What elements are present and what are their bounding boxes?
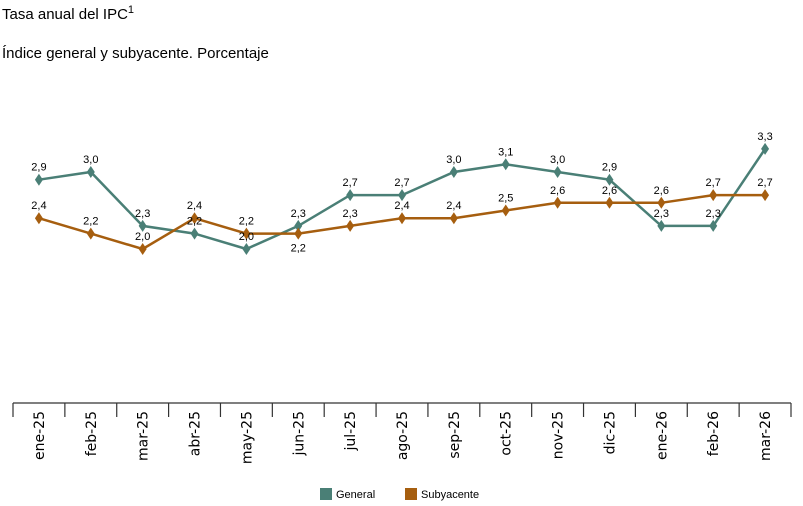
data-label-general: 2,9 — [31, 162, 46, 174]
data-label-subyacente: 2,6 — [550, 185, 565, 197]
data-label-subyacente: 2,4 — [446, 200, 461, 212]
data-label-subyacente: 2,7 — [706, 177, 721, 189]
data-point-subyacente — [501, 204, 510, 217]
x-tick-label: sep-25 — [447, 411, 463, 459]
chart-title: Tasa anual del IPC1 — [2, 4, 134, 23]
data-point-general — [657, 219, 666, 232]
data-point-subyacente — [605, 196, 614, 209]
data-point-general — [501, 158, 510, 171]
data-point-subyacente — [346, 219, 355, 232]
data-point-subyacente — [657, 196, 666, 209]
legend-swatch-general — [320, 488, 332, 500]
data-point-subyacente — [553, 196, 562, 209]
data-point-subyacente — [86, 227, 95, 240]
x-tick-label: oct-25 — [499, 411, 515, 456]
data-label-subyacente: 2,0 — [135, 231, 150, 243]
x-tick-label: feb-25 — [84, 411, 100, 456]
data-point-general — [190, 227, 199, 240]
data-point-general — [138, 219, 147, 232]
x-tick-label: ene-25 — [32, 411, 48, 460]
data-point-general — [449, 166, 458, 178]
data-label-general: 2,7 — [394, 177, 409, 189]
data-label-general: 2,7 — [342, 177, 357, 189]
legend-swatch-subyacente — [405, 488, 417, 500]
data-label-general: 2,2 — [187, 216, 202, 228]
x-tick-label: mar-26 — [758, 411, 774, 461]
data-point-subyacente — [449, 212, 458, 225]
data-label-subyacente: 2,3 — [342, 208, 357, 220]
data-point-subyacente — [294, 227, 303, 240]
data-label-general: 3,0 — [83, 154, 98, 166]
data-point-general — [553, 166, 562, 178]
data-point-general — [709, 219, 718, 232]
data-label-subyacente: 2,5 — [498, 193, 513, 205]
data-point-general — [34, 173, 43, 186]
x-tick-label: abr-25 — [188, 411, 204, 456]
data-label-general: 2,9 — [602, 162, 617, 174]
x-tick-label: feb-26 — [706, 411, 722, 456]
data-label-subyacente: 2,7 — [757, 177, 772, 189]
chart-title-text: Tasa anual del IPC — [2, 6, 128, 23]
data-point-general — [605, 173, 614, 186]
data-point-subyacente — [242, 227, 251, 240]
x-tick-label: jul-25 — [343, 411, 359, 452]
data-point-general — [398, 189, 406, 202]
chart-title-footnote: 1 — [127, 4, 135, 16]
data-label-general: 3,0 — [550, 154, 565, 166]
data-point-subyacente — [709, 189, 718, 202]
legend-label-general: General — [336, 489, 375, 501]
data-label-subyacente: 2,2 — [291, 243, 306, 255]
data-label-general: 2,3 — [135, 208, 150, 220]
x-tick-label: nov-25 — [551, 411, 567, 459]
data-point-general — [761, 142, 770, 155]
data-label-general: 3,1 — [498, 146, 513, 158]
data-label-general: 2,0 — [239, 231, 254, 243]
data-label-general: 2,3 — [654, 208, 669, 220]
data-label-subyacente: 2,2 — [239, 216, 254, 228]
x-tick-label: mar-25 — [136, 411, 152, 461]
data-label-subyacente: 2,6 — [654, 185, 669, 197]
data-label-subyacente: 2,6 — [602, 185, 617, 197]
data-point-subyacente — [34, 212, 43, 225]
chart-subtitle: Índice general y subyacente. Porcentaje — [2, 45, 269, 62]
data-point-general — [242, 243, 251, 255]
x-tick-label: ago-25 — [395, 411, 411, 460]
x-tick-label: jun-25 — [291, 411, 307, 457]
x-tick-label: may-25 — [239, 411, 255, 464]
data-point-general — [86, 166, 95, 178]
x-tick-label: ene-26 — [654, 411, 670, 460]
data-point-subyacente — [138, 243, 147, 255]
legend-label-subyacente: Subyacente — [421, 489, 479, 501]
data-point-subyacente — [398, 212, 406, 225]
data-label-general: 3,0 — [446, 154, 461, 166]
data-point-subyacente — [761, 189, 770, 202]
data-label-subyacente: 2,2 — [83, 216, 98, 228]
data-label-subyacente: 2,4 — [31, 200, 46, 212]
data-point-general — [294, 219, 303, 232]
data-label-general: 3,3 — [757, 131, 772, 143]
data-label-subyacente: 2,4 — [394, 200, 409, 212]
data-label-subyacente: 2,4 — [187, 200, 202, 212]
data-point-general — [346, 189, 355, 202]
data-point-subyacente — [190, 212, 199, 225]
data-label-general: 2,3 — [706, 208, 721, 220]
data-label-general: 2,3 — [291, 208, 306, 220]
x-tick-label: dic-25 — [602, 411, 618, 454]
